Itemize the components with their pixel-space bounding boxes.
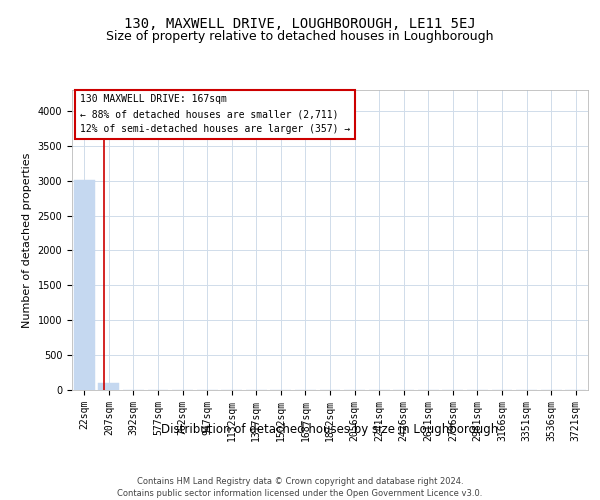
Y-axis label: Number of detached properties: Number of detached properties — [22, 152, 32, 328]
Text: Size of property relative to detached houses in Loughborough: Size of property relative to detached ho… — [106, 30, 494, 43]
Text: Contains HM Land Registry data © Crown copyright and database right 2024.: Contains HM Land Registry data © Crown c… — [137, 478, 463, 486]
Text: 130 MAXWELL DRIVE: 167sqm
← 88% of detached houses are smaller (2,711)
12% of se: 130 MAXWELL DRIVE: 167sqm ← 88% of detac… — [80, 94, 350, 134]
Bar — [98, 382, 119, 390]
Text: 130, MAXWELL DRIVE, LOUGHBOROUGH, LE11 5EJ: 130, MAXWELL DRIVE, LOUGHBOROUGH, LE11 5… — [124, 18, 476, 32]
Text: Distribution of detached houses by size in Loughborough: Distribution of detached houses by size … — [161, 422, 499, 436]
Bar — [74, 180, 95, 390]
Text: Contains public sector information licensed under the Open Government Licence v3: Contains public sector information licen… — [118, 489, 482, 498]
